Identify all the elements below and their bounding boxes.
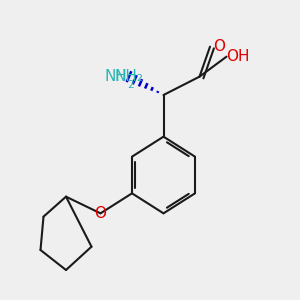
Text: OH: OH [226, 49, 250, 64]
Text: 2: 2 [128, 80, 134, 90]
Text: O: O [94, 206, 106, 221]
Text: O: O [213, 39, 225, 54]
Text: NH: NH [105, 69, 128, 84]
Text: NH₂: NH₂ [115, 69, 143, 84]
